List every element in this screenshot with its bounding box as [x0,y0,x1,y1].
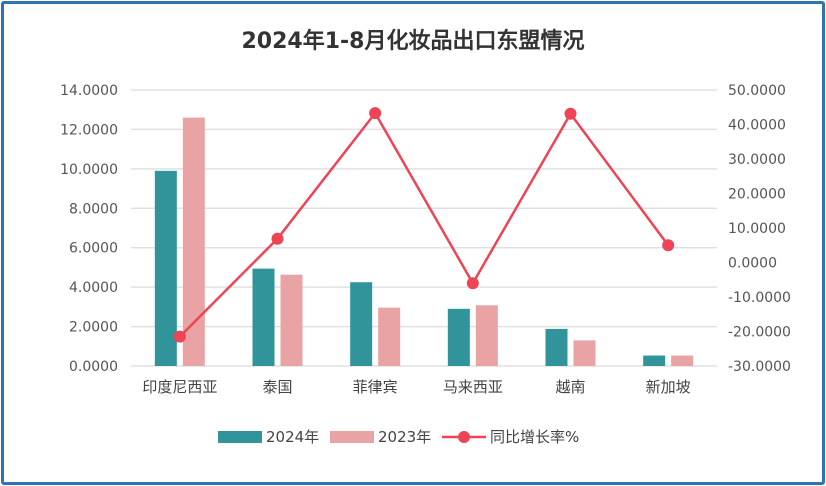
legend-marker [458,431,470,443]
left-tick-label: 6.0000 [69,241,118,257]
category-label: 菲律宾 [353,378,398,396]
bar-2023年 [182,117,205,366]
legend: 2024年 2023年 同比增长率% [218,428,579,446]
growth-point [173,330,186,343]
right-tick-label: -30.0000 [728,359,791,375]
category-labels: 印度尼西亚 泰国 菲律宾 马来西亚 越南 新加坡 [142,378,690,396]
bar-2024年 [545,328,568,366]
growth-point [271,232,284,245]
growth-point [466,277,479,290]
left-tick-label: 2.0000 [69,320,118,336]
left-tick-label: 0.0000 [69,359,118,375]
right-tick-label: 10.0000 [728,221,786,237]
right-tick-label: 30.0000 [728,152,786,168]
right-tick-label: 40.0000 [728,118,786,134]
legend-swatch [330,431,374,443]
left-tick-label: 10.0000 [60,162,118,178]
category-label: 新加坡 [646,378,691,396]
category-label: 印度尼西亚 [142,378,217,396]
left-tick-label: 4.0000 [69,280,118,296]
category-label: 越南 [555,378,585,396]
category-label: 泰国 [262,378,292,396]
bar-2024年 [350,282,373,366]
bars [154,117,694,366]
bar-2024年 [252,268,275,366]
growth-line-path [178,110,670,338]
legend-label: 2023年 [378,428,431,446]
bar-2023年 [573,340,596,366]
left-axis: 0.0000 2.0000 4.0000 6.0000 8.0000 10.0000 12.… [60,83,118,375]
right-tick-label: -10.0000 [728,290,791,306]
bar-2023年 [475,305,498,366]
chart-title: 2024年1-8月化妆品出口东盟情况 [242,28,585,54]
gridlines [131,89,717,367]
bar-2024年 [154,170,177,366]
left-tick-label: 14.0000 [60,83,118,99]
right-tick-label: 50.0000 [728,83,786,99]
bar-2023年 [280,274,303,366]
bar-2023年 [378,307,401,366]
bar-2024年 [643,355,666,366]
left-tick-label: 12.0000 [60,122,118,138]
left-tick-label: 8.0000 [69,201,118,217]
right-tick-label: 0.0000 [728,256,777,272]
legend-label: 2024年 [266,428,319,446]
growth-point [369,107,382,120]
right-axis: -30.0000 -20.0000 -10.0000 0.0000 10.0000 20.… [728,83,791,375]
category-label: 马来西亚 [443,378,503,396]
bar-2024年 [447,308,470,366]
right-tick-label: -20.0000 [728,325,791,341]
growth-point [662,239,675,252]
bar-2023年 [671,355,694,366]
legend-swatch [218,431,262,443]
growth-line [173,107,675,343]
growth-point [564,107,577,120]
legend-label: 同比增长率% [490,428,579,446]
right-tick-label: 20.0000 [728,187,786,203]
